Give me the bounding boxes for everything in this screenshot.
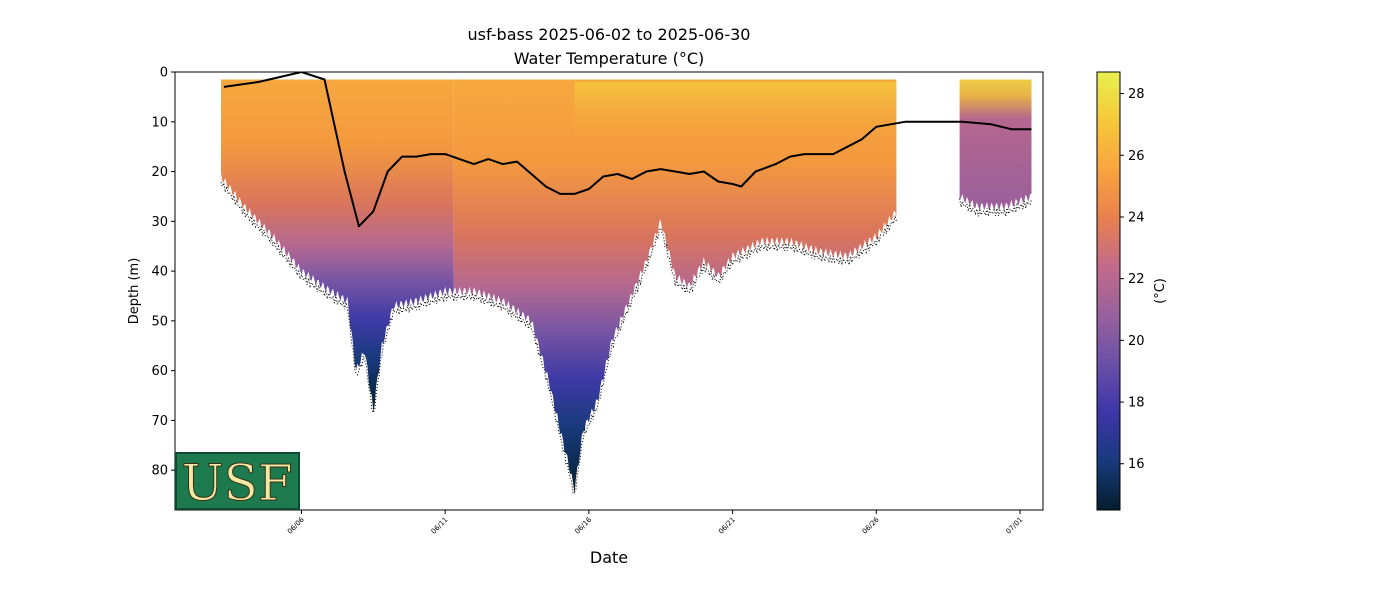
y-axis-label: Depth (m) xyxy=(127,258,142,325)
colorbar-tick-label: 28 xyxy=(1128,87,1145,102)
y-tick-label: 0 xyxy=(160,66,168,81)
profile-segment-1 xyxy=(221,79,454,412)
logo-border xyxy=(175,452,300,510)
plot-area xyxy=(220,72,1033,495)
y-tick-label: 70 xyxy=(151,414,168,429)
x-axis: 06/06 06/11 06/16 06/21 06/26 07/01 xyxy=(286,510,1024,536)
y-tick-label: 10 xyxy=(151,115,168,130)
y-tick-label: 50 xyxy=(151,314,168,329)
x-tick-label: 06/06 xyxy=(286,515,306,535)
y-tick-label: 40 xyxy=(151,265,168,280)
x-tick-label: 06/16 xyxy=(573,515,593,535)
colorbar xyxy=(1096,71,1121,511)
chart-subtitle: Water Temperature (°C) xyxy=(514,49,704,68)
colorbar-tick-label: 20 xyxy=(1128,334,1145,349)
temperature-profiles xyxy=(220,79,1033,495)
y-tick-label: 30 xyxy=(151,215,168,230)
logo-text: USF xyxy=(181,454,292,512)
x-tick-label: 06/11 xyxy=(430,516,450,536)
y-tick-label: 60 xyxy=(151,364,168,379)
x-tick-label: 06/26 xyxy=(861,515,881,535)
colorbar-label: (°C) xyxy=(1153,278,1168,304)
x-tick-label: 07/01 xyxy=(1004,516,1024,536)
y-tick-label: 80 xyxy=(151,464,168,479)
colorbar-tick-label: 26 xyxy=(1128,149,1145,164)
colorbar-axis: 16 18 20 22 24 26 28 xyxy=(1120,87,1145,472)
profile-segment-3-bottom-edge xyxy=(959,198,1033,218)
colorbar-tick-label: 16 xyxy=(1128,457,1145,472)
x-tick-label: 06/21 xyxy=(717,516,737,536)
mixed-layer-depth-layer xyxy=(223,72,1032,228)
plot-frame xyxy=(174,71,1044,511)
logo-background xyxy=(176,453,299,509)
profile-segment-2 xyxy=(453,79,897,495)
colorbar-tick-label: 24 xyxy=(1128,210,1145,225)
mixed-layer-depth-line xyxy=(223,72,1032,228)
colorbar-tick-label: 18 xyxy=(1128,396,1145,411)
x-axis-label: Date xyxy=(590,548,628,567)
usf-logo: USF xyxy=(175,452,300,513)
y-axis: 0 10 20 30 40 50 60 70 80 xyxy=(151,66,175,479)
profile-segment-3 xyxy=(959,79,1032,211)
warm-surface-layer xyxy=(574,82,897,142)
colorbar-tick-label: 22 xyxy=(1128,272,1145,287)
y-tick-label: 20 xyxy=(151,165,168,180)
chart-title: usf-bass 2025-06-02 to 2025-06-30 xyxy=(468,25,751,44)
